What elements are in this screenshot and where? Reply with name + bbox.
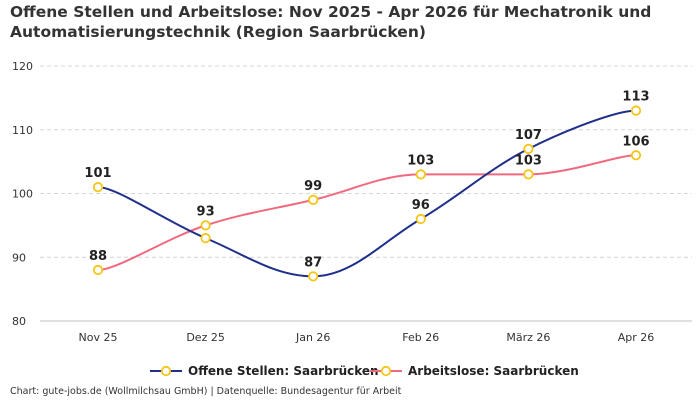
- x-tick-label: Jan 26: [295, 331, 330, 344]
- data-point: [92, 182, 104, 193]
- y-tick-label: 100: [12, 188, 33, 201]
- data-label: 103: [407, 153, 434, 168]
- data-point: [308, 194, 319, 205]
- data-label: 101: [84, 166, 111, 181]
- data-point: [200, 220, 211, 231]
- data-point: [92, 264, 104, 276]
- data-label: 93: [197, 204, 215, 219]
- data-label: 88: [89, 249, 107, 264]
- data-point: [630, 150, 642, 161]
- x-tick-label: Feb 26: [402, 331, 439, 344]
- chart-title: Offene Stellen und Arbeitslose: Nov 2025…: [10, 3, 652, 41]
- data-label: 99: [304, 179, 322, 194]
- series-line: [97, 154, 637, 271]
- data-point: [415, 213, 426, 225]
- x-tick-label: Apr 26: [618, 331, 655, 344]
- y-tick-label: 120: [12, 60, 33, 73]
- data-label: 87: [304, 255, 322, 270]
- legend-swatch-marker: [380, 365, 392, 377]
- y-tick-label: 90: [12, 251, 26, 264]
- data-label: 103: [515, 153, 542, 168]
- legend-label: Arbeitslose: Saarbrücken: [408, 364, 579, 378]
- data-label: 106: [622, 134, 649, 149]
- x-tick-label: Nov 25: [79, 331, 118, 344]
- y-tick-label: 110: [12, 124, 33, 137]
- x-tick-label: Dez 25: [186, 331, 225, 344]
- data-point: [523, 169, 534, 180]
- data-point: [630, 105, 642, 116]
- y-tick-label: 80: [12, 315, 26, 328]
- data-point: [523, 143, 534, 154]
- series-line: [97, 109, 637, 278]
- legend-label: Offene Stellen: Saarbrücken: [188, 364, 379, 378]
- chart-credit: Chart: gute-jobs.de (Wollmilchsau GmbH) …: [10, 386, 402, 397]
- data-label: 96: [412, 198, 430, 213]
- data-label: 113: [622, 90, 649, 105]
- data-point: [308, 271, 319, 282]
- x-tick-label: März 26: [506, 331, 550, 344]
- legend-swatch-marker: [160, 365, 172, 377]
- data-point: [415, 169, 426, 180]
- data-point: [200, 233, 211, 244]
- data-label: 107: [515, 128, 542, 143]
